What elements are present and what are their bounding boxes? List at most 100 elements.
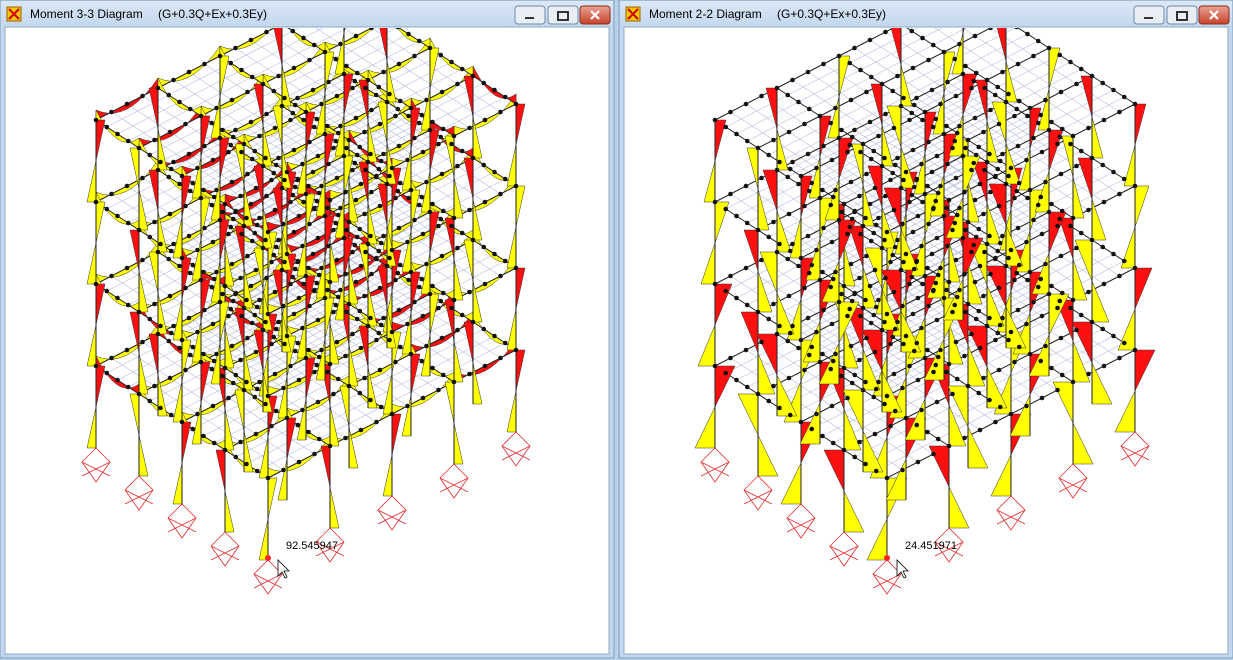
joint <box>177 181 182 187</box>
joint <box>945 79 950 85</box>
joint <box>152 301 157 307</box>
joint <box>449 59 454 65</box>
joint <box>926 221 931 227</box>
joint <box>864 253 869 259</box>
minimize-button[interactable] <box>1133 5 1165 25</box>
joint <box>322 295 328 301</box>
joint <box>381 315 386 321</box>
joint <box>976 308 982 314</box>
joint <box>420 313 426 319</box>
joint <box>785 92 791 98</box>
joint <box>997 240 1003 246</box>
joint <box>786 375 792 381</box>
joint <box>882 237 887 243</box>
joint <box>836 217 842 223</box>
joint <box>331 227 336 233</box>
joint <box>292 348 298 354</box>
joint <box>230 216 236 222</box>
joint <box>841 283 847 289</box>
joint <box>1031 217 1036 223</box>
joint <box>393 195 398 201</box>
joint <box>849 298 855 304</box>
joint <box>836 299 842 305</box>
close-button[interactable] <box>1198 5 1230 25</box>
joint <box>249 156 255 162</box>
joint <box>879 245 885 251</box>
joint <box>900 303 905 309</box>
joint <box>436 305 441 311</box>
joint <box>873 304 879 310</box>
joint <box>950 391 955 397</box>
joint <box>919 407 924 413</box>
joint <box>858 313 863 319</box>
joint <box>1014 270 1020 276</box>
support <box>700 447 730 483</box>
joint <box>755 145 761 151</box>
joint <box>852 372 858 378</box>
joint <box>934 153 940 159</box>
close-button[interactable] <box>579 5 611 25</box>
joint <box>965 301 971 307</box>
joint <box>387 255 392 261</box>
joint <box>1015 61 1021 67</box>
joint <box>1117 273 1122 279</box>
joint <box>470 155 476 161</box>
minimize-button[interactable] <box>514 5 546 25</box>
joint <box>254 386 260 392</box>
joint <box>915 213 921 219</box>
joint <box>872 431 878 437</box>
joint <box>766 316 772 322</box>
maximize-button[interactable] <box>1166 5 1198 25</box>
joint <box>849 216 855 222</box>
joint <box>805 151 811 157</box>
joint <box>935 354 941 360</box>
joint <box>915 377 921 383</box>
joint <box>1027 105 1033 111</box>
joint <box>377 203 383 209</box>
joint <box>190 262 196 268</box>
joint <box>868 320 874 326</box>
joint <box>957 41 962 47</box>
joint <box>926 139 931 145</box>
joint <box>954 376 960 382</box>
joint <box>396 143 402 149</box>
joint <box>244 379 249 385</box>
joint <box>427 291 433 297</box>
title-bar <box>1 1 613 27</box>
joint <box>296 295 302 301</box>
joint <box>929 251 935 257</box>
joint <box>953 93 959 99</box>
joint <box>821 143 826 149</box>
joint <box>265 311 271 317</box>
joint <box>365 241 371 247</box>
joint <box>891 207 897 213</box>
joint <box>972 197 978 203</box>
joint <box>1117 355 1122 361</box>
joint <box>93 199 99 205</box>
joint <box>245 335 250 341</box>
joint <box>1046 209 1052 215</box>
joint <box>124 101 130 107</box>
joint <box>365 159 371 165</box>
joint <box>438 298 444 304</box>
joint <box>1055 305 1060 311</box>
joint <box>459 312 465 318</box>
picked-point <box>884 555 890 561</box>
joint <box>272 207 278 213</box>
joint <box>338 41 343 47</box>
joint <box>944 287 949 293</box>
joint <box>1006 173 1011 179</box>
joint <box>907 199 912 205</box>
window-title: Moment 3-3 Diagram <box>30 7 143 21</box>
joint <box>1039 231 1045 237</box>
joint <box>202 143 207 149</box>
joint <box>245 89 250 95</box>
joint <box>903 251 909 257</box>
joint <box>177 99 182 105</box>
joint <box>864 335 869 341</box>
joint <box>327 279 333 285</box>
joint <box>229 179 235 185</box>
joint <box>387 173 392 179</box>
joint <box>395 106 401 112</box>
maximize-button[interactable] <box>547 5 579 25</box>
